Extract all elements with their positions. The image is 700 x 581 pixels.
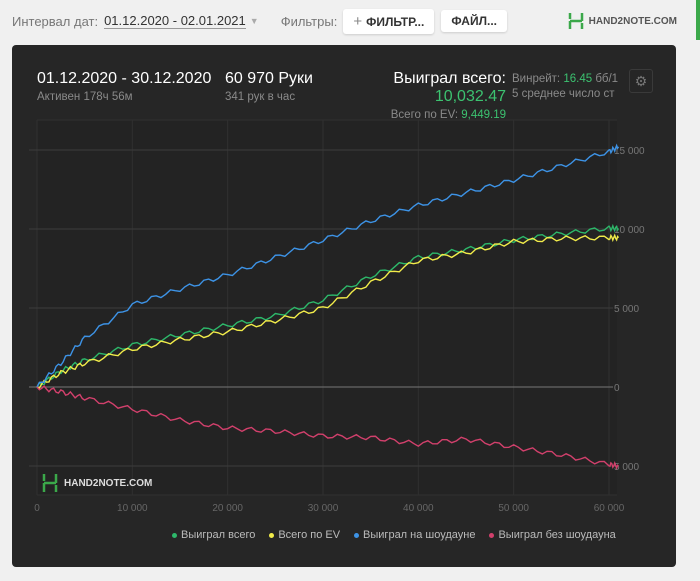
date-interval-select[interactable]: 01.12.2020 - 02.01.2021 bbox=[104, 13, 246, 29]
winrate-label: Винрейт: bbox=[512, 73, 561, 85]
legend-dot-icon bbox=[269, 532, 275, 538]
hand2note-logo-icon bbox=[568, 13, 583, 29]
hand2note-logo-icon bbox=[42, 474, 58, 492]
legend-dot-icon bbox=[354, 532, 360, 538]
graph-card: 01.12.2020 - 30.12.2020 Активен 178ч 56м… bbox=[12, 45, 676, 567]
chart-legend: Выиграл всего Всего по EV Выиграл на шоуда… bbox=[172, 529, 616, 541]
legend-item[interactable]: Всего по EV bbox=[269, 529, 340, 541]
series-line-0 bbox=[36, 223, 620, 388]
legend-item[interactable]: Выиграл на шоудауне bbox=[354, 529, 475, 541]
period: 01.12.2020 - 30.12.2020 bbox=[37, 70, 212, 87]
x-tick-label: 50 000 bbox=[498, 503, 529, 514]
x-tick-label: 40 000 bbox=[403, 503, 434, 514]
filters-label: Фильтры: bbox=[280, 13, 338, 29]
settings-gear-icon[interactable]: ⚙ bbox=[629, 69, 653, 93]
legend-dot-icon bbox=[489, 532, 495, 538]
legend-label: Всего по EV bbox=[278, 529, 341, 541]
side-accent bbox=[696, 0, 700, 40]
add-filter-button[interactable]: + ФИЛЬТР... bbox=[343, 8, 435, 34]
hands-count: 60 970 Руки bbox=[225, 70, 313, 87]
watermark-text: HAND2NOTE.COM bbox=[64, 477, 153, 489]
series-line-1 bbox=[36, 233, 620, 389]
chevron-down-icon[interactable]: ▼ bbox=[249, 16, 259, 26]
legend-label: Выиграл на шоудауне bbox=[363, 529, 476, 541]
winrate-value: 16.45 bbox=[563, 73, 593, 85]
series-line-2 bbox=[36, 143, 620, 388]
hands-stat: 60 970 Руки 341 рук в час bbox=[225, 70, 313, 103]
legend-item[interactable]: Выиграл всего bbox=[172, 529, 255, 541]
brand-logo[interactable]: HAND2NOTE.COM bbox=[568, 12, 677, 30]
hands-per-hour: 341 рук в час bbox=[225, 91, 296, 103]
legend-label: Выиграл всего bbox=[181, 529, 256, 541]
y-tick-label: 0 bbox=[614, 383, 620, 394]
logo-text: HAND2NOTE.COM bbox=[588, 15, 677, 27]
winrate-unit: бб/1 bbox=[595, 73, 619, 85]
y-tick-label: 5 000 bbox=[614, 462, 639, 473]
toolbar: Интервал дат: 01.12.2020 - 02.01.2021 ▼ … bbox=[12, 8, 700, 34]
filter-button-label: ФИЛЬТР... bbox=[366, 14, 425, 29]
legend-dot-icon bbox=[172, 532, 177, 538]
x-tick-label: 30 000 bbox=[308, 503, 339, 514]
y-tick-label: 5 000 bbox=[614, 304, 639, 315]
avg-stat: 5 среднее число ст bbox=[512, 88, 615, 100]
x-tick-label: 20 000 bbox=[212, 503, 243, 514]
y-tick-label: 15 000 bbox=[614, 146, 645, 157]
won-label: Выиграл всего: bbox=[393, 70, 506, 87]
ev-label: Всего по EV: bbox=[390, 109, 459, 121]
plus-icon: + bbox=[353, 12, 363, 30]
won-stat: Выиграл всего: 10,032.47 Всего по EV: 9,… bbox=[332, 70, 506, 121]
date-interval-label: Интервал дат: bbox=[12, 13, 99, 29]
y-tick-label: 10 000 bbox=[614, 225, 645, 236]
watermark: HAND2NOTE.COM bbox=[42, 473, 152, 493]
winnings-chart: 0 10 000 20 000 30 000 40 000 50 000 60 000 15 … bbox=[29, 119, 645, 514]
legend-label: Выиграл без шоудауна bbox=[498, 529, 616, 541]
active-time: Активен 178ч 56м bbox=[37, 91, 133, 103]
x-tick-label: 60 000 bbox=[594, 503, 625, 514]
ev-value: 9,449.19 bbox=[461, 109, 506, 121]
x-tick-label: 0 bbox=[34, 503, 40, 514]
legend-item[interactable]: Выиграл без шоудауна bbox=[489, 529, 616, 541]
series-line-3 bbox=[36, 385, 619, 471]
x-tick-label: 10 000 bbox=[117, 503, 148, 514]
winrate-stat: Винрейт: 16.45 бб/1 5 среднее число ст bbox=[512, 73, 624, 100]
period-stat: 01.12.2020 - 30.12.2020 Активен 178ч 56м bbox=[37, 70, 211, 103]
won-value: 10,032.47 bbox=[434, 88, 506, 105]
file-button[interactable]: ФАЙЛ... bbox=[441, 10, 507, 32]
